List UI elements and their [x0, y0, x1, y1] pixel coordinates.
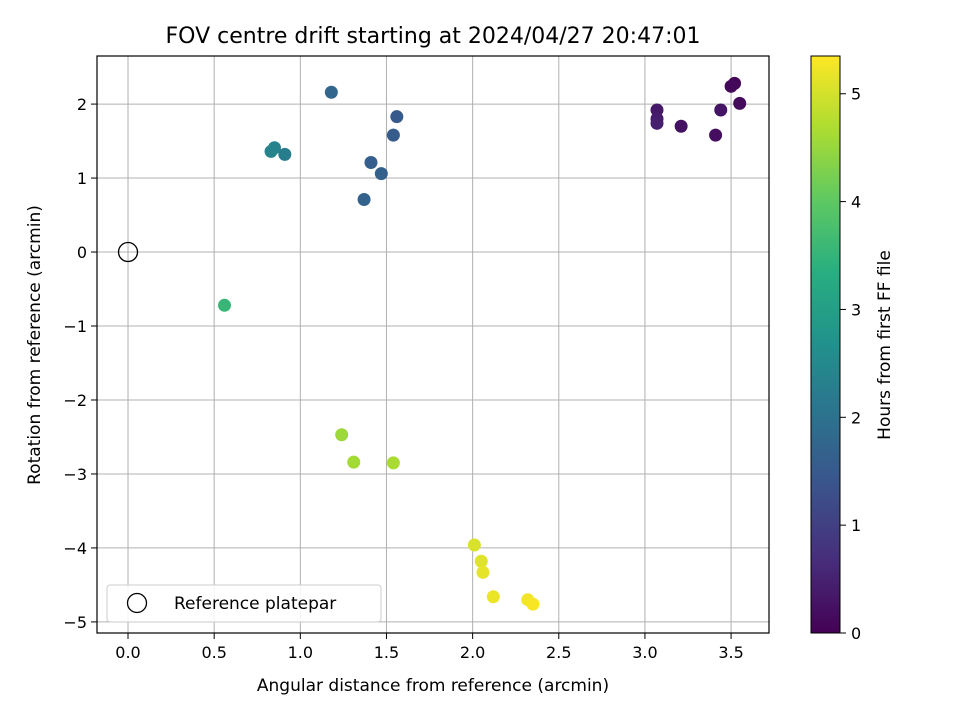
legend-marker-reference: [126, 592, 148, 614]
y-tick-label: 0: [77, 243, 87, 262]
data-point: [476, 565, 490, 579]
x-tick-label: 3.0: [632, 643, 657, 662]
colorbar-tick-label: 4: [851, 193, 861, 212]
data-point: [650, 116, 664, 130]
data-point: [674, 119, 688, 133]
data-point: [218, 298, 232, 312]
y-tick-label: −4: [63, 539, 87, 558]
legend-box: [106, 584, 382, 623]
data-point: [264, 144, 278, 158]
colorbar-tick-label: 1: [851, 516, 861, 535]
y-tick-label: −3: [63, 465, 87, 484]
data-point: [709, 128, 723, 142]
reference-platepar-marker: [117, 241, 139, 263]
x-tick-label: 1.5: [374, 643, 399, 662]
chart-title: FOV centre drift starting at 2024/04/27 …: [166, 24, 701, 49]
colorbar-label: Hours from first FF file: [875, 250, 895, 440]
plot-frame: [96, 55, 770, 634]
data-point: [364, 156, 378, 170]
data-point: [357, 193, 371, 207]
legend: Reference platepar: [106, 584, 382, 623]
y-tick-label: −1: [63, 317, 87, 336]
grid: [97, 56, 769, 633]
y-tick-label: 1: [77, 169, 87, 188]
data-point: [386, 128, 400, 142]
colorbar-tick-label: 5: [851, 85, 861, 104]
colorbar-ticks: 0 1 2 3 4 5: [840, 85, 861, 643]
data-point: [386, 456, 400, 470]
data-point: [390, 110, 404, 124]
colorbar-tick-label: 0: [851, 624, 861, 643]
data-point: [724, 79, 738, 93]
y-tick-label: −2: [63, 391, 87, 410]
data-point: [467, 538, 481, 552]
x-tick-label: 2.5: [546, 643, 571, 662]
y-axis-label: Rotation from reference (arcmin): [25, 205, 45, 485]
y-tick-label: 2: [77, 95, 87, 114]
data-point: [278, 147, 292, 161]
data-point: [486, 590, 500, 604]
data-point: [714, 103, 728, 117]
x-tick-label: 1.0: [288, 643, 313, 662]
colorbar: [810, 55, 841, 634]
data-point: [347, 455, 361, 469]
data-point: [474, 554, 488, 568]
data-points: [117, 76, 747, 611]
x-tick-label: 2.0: [460, 643, 485, 662]
x-tick-label: 0.0: [115, 643, 140, 662]
data-point: [374, 167, 388, 181]
data-point: [526, 597, 540, 611]
legend-label-reference: Reference platepar: [174, 594, 336, 614]
colorbar-tick-label: 2: [851, 408, 861, 427]
x-tick-label: 3.5: [718, 643, 743, 662]
data-point: [733, 96, 747, 110]
x-tick-label: 0.5: [201, 643, 226, 662]
x-axis-label: Angular distance from reference (arcmin): [257, 676, 609, 696]
colorbar-tick-label: 3: [851, 300, 861, 319]
y-tick-label: −5: [63, 613, 87, 632]
data-point: [335, 428, 349, 442]
y-axis-ticks: 2 1 0 −1 −2 −3 −4 −5: [63, 95, 97, 632]
data-point: [324, 85, 338, 99]
x-axis-ticks: 0.0 0.5 1.0 1.5 2.0 2.5 3.0 3.5: [115, 633, 744, 662]
